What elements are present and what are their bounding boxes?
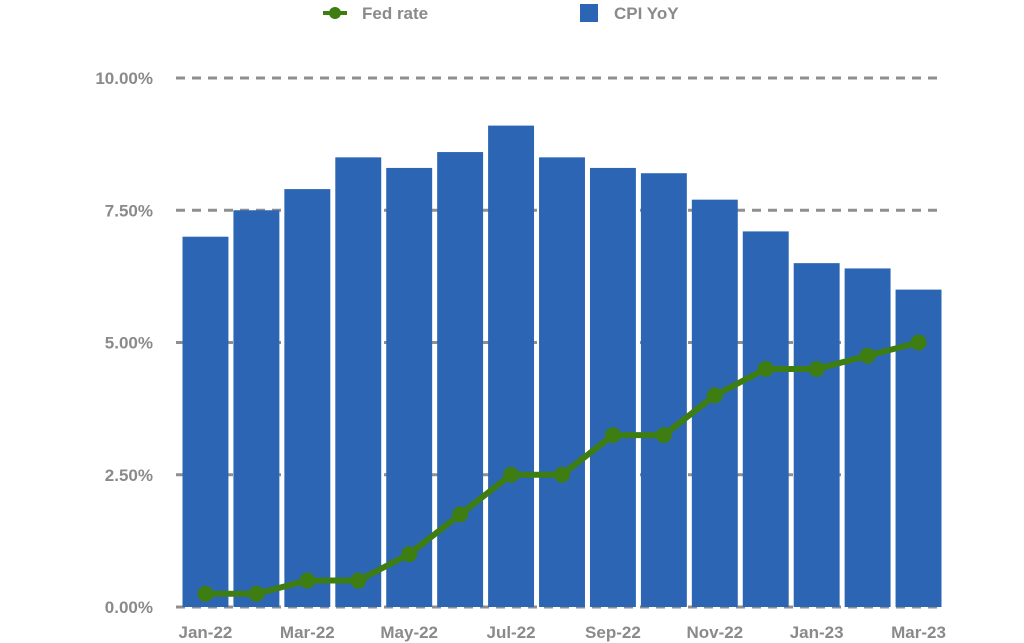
legend: Fed rate CPI YoY bbox=[323, 4, 679, 23]
cpi-bar bbox=[793, 263, 840, 607]
cpi-bar bbox=[589, 167, 636, 607]
x-tick-label: Jul-22 bbox=[486, 623, 535, 642]
legend-fed-rate-label: Fed rate bbox=[362, 4, 428, 23]
legend-cpi-yoy-label: CPI YoY bbox=[614, 4, 679, 23]
fed-rate-point bbox=[401, 546, 418, 563]
fed-rate-line bbox=[197, 334, 927, 602]
cpi-bar bbox=[182, 236, 229, 607]
cpi-bar bbox=[437, 152, 484, 607]
fed-rate-point bbox=[503, 466, 520, 483]
y-tick-label: 10.00% bbox=[95, 69, 153, 88]
fed-rate-point bbox=[757, 360, 774, 377]
cpi-bar bbox=[284, 189, 331, 607]
cpi-bar bbox=[844, 268, 891, 607]
x-tick-label: Mar-22 bbox=[280, 623, 335, 642]
fed-rate-point bbox=[604, 427, 621, 444]
y-axis: 0.00% 2.50% 5.00% 7.50% 10.00% bbox=[95, 69, 153, 617]
legend-item-cpi-yoy: CPI YoY bbox=[580, 4, 679, 23]
y-tick-label: 2.50% bbox=[105, 466, 153, 485]
x-tick-label: Sep-22 bbox=[585, 623, 641, 642]
fed-rate-point bbox=[248, 585, 265, 602]
y-tick-label: 7.50% bbox=[105, 201, 153, 220]
fed-rate-point bbox=[910, 334, 927, 351]
cpi-bar bbox=[742, 231, 789, 607]
cpi-bars bbox=[182, 125, 942, 608]
fed-rate-point bbox=[859, 347, 876, 364]
fed-rate-point bbox=[299, 572, 316, 589]
fed-rate-point bbox=[808, 360, 825, 377]
fed-rate-point bbox=[452, 506, 469, 523]
fed-rate-point bbox=[706, 387, 723, 404]
fed-rate-point bbox=[197, 585, 214, 602]
x-tick-label: Mar-23 bbox=[891, 623, 946, 642]
x-axis: Jan-22 Mar-22 May-22 Jul-22 Sep-22 Nov-22 Jan-… bbox=[179, 623, 946, 642]
cpi-bar bbox=[539, 157, 585, 607]
cpi-bar bbox=[386, 167, 433, 607]
cpi-bar bbox=[233, 210, 280, 607]
fed-rate-point bbox=[655, 427, 672, 444]
cpi-bar bbox=[335, 157, 382, 607]
y-tick-label: 0.00% bbox=[105, 598, 153, 617]
legend-item-fed-rate: Fed rate bbox=[323, 4, 428, 23]
legend-fed-rate-marker bbox=[329, 7, 341, 19]
cpi-bar bbox=[488, 125, 535, 608]
y-tick-label: 5.00% bbox=[105, 334, 153, 353]
fed-rate-point bbox=[554, 466, 570, 483]
x-tick-label: May-22 bbox=[380, 623, 438, 642]
x-tick-label: Nov-22 bbox=[686, 623, 743, 642]
legend-cpi-yoy-swatch bbox=[580, 4, 598, 22]
x-tick-label: Jan-22 bbox=[179, 623, 233, 642]
fed-rate-point bbox=[350, 572, 367, 589]
cpi-bar bbox=[640, 173, 687, 607]
x-tick-label: Jan-23 bbox=[790, 623, 844, 642]
